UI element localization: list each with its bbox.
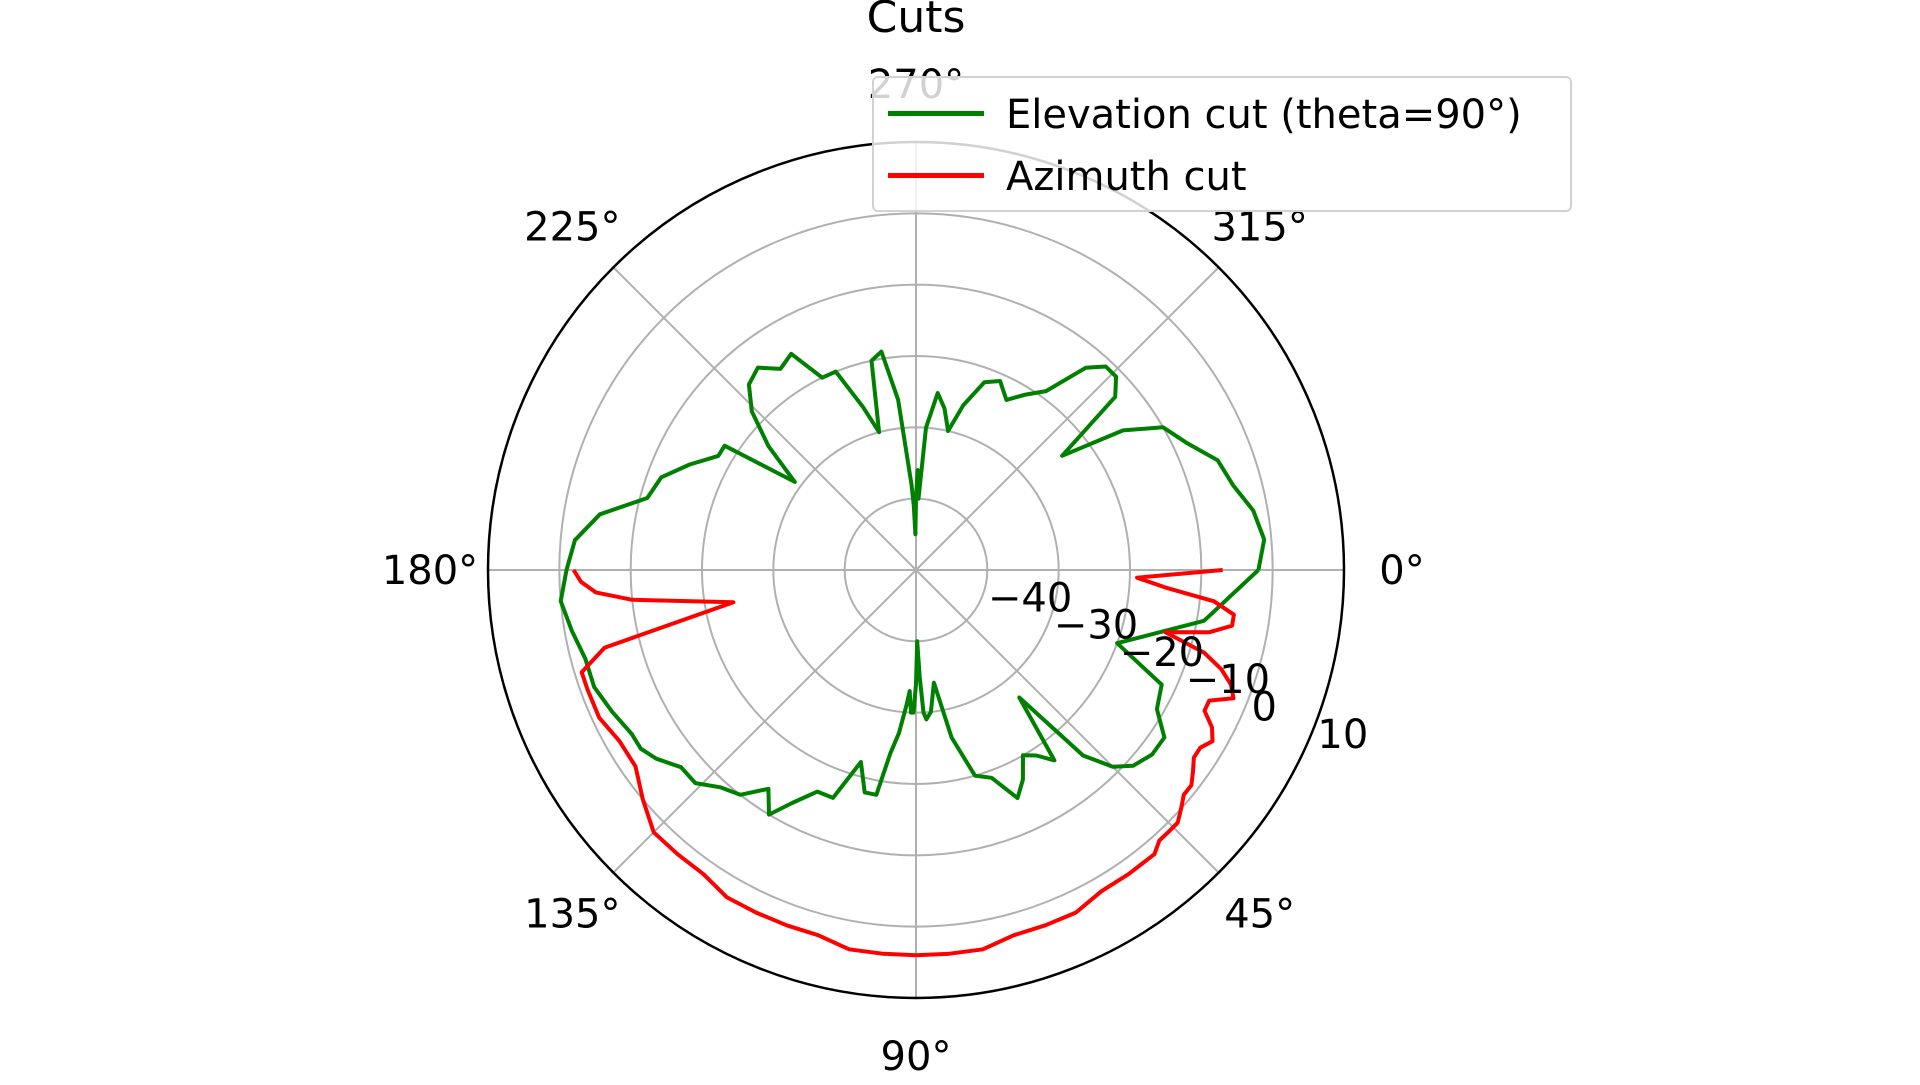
theta-tick-label: 0° bbox=[1379, 548, 1424, 594]
series-line-1 bbox=[571, 568, 1236, 958]
chart-title: Cuts bbox=[867, 0, 966, 43]
theta-grid-line bbox=[915, 569, 1220, 874]
theta-tick-label: 225° bbox=[524, 204, 620, 250]
r-tick-label: −40 bbox=[988, 575, 1072, 621]
legend-label-elevation: Elevation cut (theta=90°) bbox=[1006, 92, 1522, 138]
series-layer bbox=[558, 349, 1267, 958]
theta-tick-label: 315° bbox=[1211, 204, 1307, 250]
theta-tick-label: 180° bbox=[382, 548, 478, 594]
theta-grid-line bbox=[612, 569, 917, 874]
theta-tick-label: 135° bbox=[524, 892, 620, 938]
legend-swatch-azimuth bbox=[888, 173, 984, 178]
theta-grid-line bbox=[612, 266, 917, 571]
series-line-0 bbox=[558, 349, 1267, 817]
legend-swatch-elevation bbox=[888, 111, 984, 116]
legend-label-azimuth: Azimuth cut bbox=[1006, 154, 1247, 200]
theta-tick-label: 90° bbox=[881, 1034, 952, 1080]
r-tick-label: 10 bbox=[1317, 712, 1368, 758]
legend-item-azimuth: Azimuth cut bbox=[874, 150, 1570, 200]
theta-grid-line bbox=[915, 266, 1220, 571]
r-tick-label: −10 bbox=[1186, 657, 1270, 703]
legend-item-elevation: Elevation cut (theta=90°) bbox=[874, 88, 1570, 138]
theta-tick-label: 45° bbox=[1224, 892, 1295, 938]
legend: Elevation cut (theta=90°) Azimuth cut bbox=[872, 76, 1572, 212]
r-tick-label: 0 bbox=[1252, 684, 1277, 730]
r-tick-label: −30 bbox=[1054, 603, 1138, 649]
r-tick-label: −20 bbox=[1120, 630, 1204, 676]
